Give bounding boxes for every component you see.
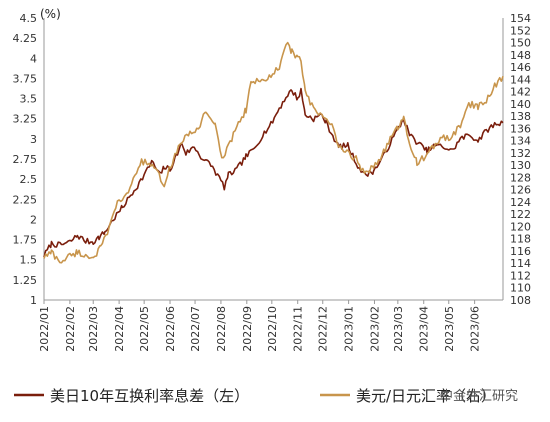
x-tick-label: 2023/02 [368, 306, 381, 352]
x-tick-label: 2022/01 [38, 306, 51, 352]
x-tick-label: 2023/05 [443, 306, 456, 352]
left-tick-label: 1.25 [13, 274, 38, 287]
left-tick-label: 1.5 [20, 254, 38, 267]
left-tick-label: 4 [30, 52, 37, 65]
left-tick-label: 2.5 [20, 173, 38, 186]
right-tick-label: 114 [510, 257, 531, 270]
right-tick-label: 136 [510, 122, 531, 135]
legend-label-usdjpy: 美元/日元汇率（右） [356, 387, 496, 405]
left-tick-label: 2.25 [13, 193, 38, 206]
unit-label: (%) [40, 7, 61, 21]
left-tick-label: 1.75 [13, 234, 38, 247]
right-tick-label: 128 [510, 171, 531, 184]
watermark: 中金外汇研究 [440, 388, 518, 404]
series-line-swap-spread [43, 87, 504, 258]
legend: 美日10年互换利率息差（左） 美元/日元汇率（右） [14, 387, 496, 405]
right-tick-label: 142 [510, 86, 531, 99]
right-tick-label: 144 [510, 73, 531, 86]
legend-label-swap-spread: 美日10年互换利率息差（左） [50, 387, 249, 405]
x-tick-label: 2023/06 [469, 306, 482, 352]
left-tick-label: 3.25 [13, 113, 38, 126]
right-tick-label: 112 [510, 269, 531, 282]
x-tick-label: 2022/07 [189, 306, 202, 352]
right-tick-label: 138 [510, 110, 531, 123]
x-tick-label: 2022/11 [292, 306, 305, 352]
x-tick-label: 2022/09 [241, 306, 254, 352]
right-tick-label: 122 [510, 208, 531, 221]
right-tick-label: 132 [510, 147, 531, 160]
left-tick-label: 1 [30, 294, 37, 307]
right-tick-label: 152 [510, 24, 531, 37]
x-tick-label: 2022/03 [87, 306, 100, 352]
right-tick-label: 150 [510, 37, 531, 50]
left-tick-label: 3 [30, 133, 37, 146]
x-tick-label: 2022/04 [113, 306, 126, 352]
right-tick-label: 126 [510, 184, 531, 197]
right-tick-label: 110 [510, 282, 531, 295]
left-tick-label: 2 [30, 213, 37, 226]
right-tick-label: 154 [510, 12, 531, 25]
left-tick-label: 4.25 [13, 32, 38, 45]
right-tick-label: 130 [510, 159, 531, 172]
left-tick-label: 3.5 [20, 93, 38, 106]
right-tick-label: 108 [510, 294, 531, 307]
x-tick-label: 2022/10 [266, 306, 279, 352]
left-tick-label: 3.75 [13, 72, 38, 85]
left-tick-label: 4.5 [20, 12, 38, 25]
left-tick-label: 2.75 [13, 153, 38, 166]
x-axis: 2022/01 2022/02 2022/03 2022/04 2022/05 2022/… [38, 299, 503, 352]
plot-area [43, 41, 504, 264]
x-tick-label: 2023/04 [418, 306, 431, 352]
right-tick-label: 140 [510, 98, 531, 111]
x-tick-label: 2022/08 [215, 306, 228, 352]
left-axis: 4.5 4.25 4 3.75 3.5 3.25 3 2.75 2.5 2.25 2 1.75 1.5 1… [13, 12, 45, 307]
x-tick-label: 2023/03 [392, 306, 405, 352]
x-tick-label: 2022/06 [164, 306, 177, 352]
right-tick-label: 134 [510, 135, 531, 148]
right-tick-label: 146 [510, 61, 531, 74]
right-axis: 1541521501481461441421401381361341321301… [502, 12, 531, 307]
x-tick-label: 2022/12 [317, 306, 330, 352]
x-tick-label: 2022/05 [138, 306, 151, 352]
right-tick-label: 116 [510, 245, 531, 258]
right-tick-label: 148 [510, 49, 531, 62]
right-tick-label: 124 [510, 196, 531, 209]
right-tick-label: 118 [510, 233, 531, 246]
right-tick-label: 120 [510, 220, 531, 233]
series-line-usdjpy [43, 41, 504, 264]
x-tick-label: 2023/01 [343, 306, 356, 352]
x-tick-label: 2022/02 [64, 306, 77, 352]
